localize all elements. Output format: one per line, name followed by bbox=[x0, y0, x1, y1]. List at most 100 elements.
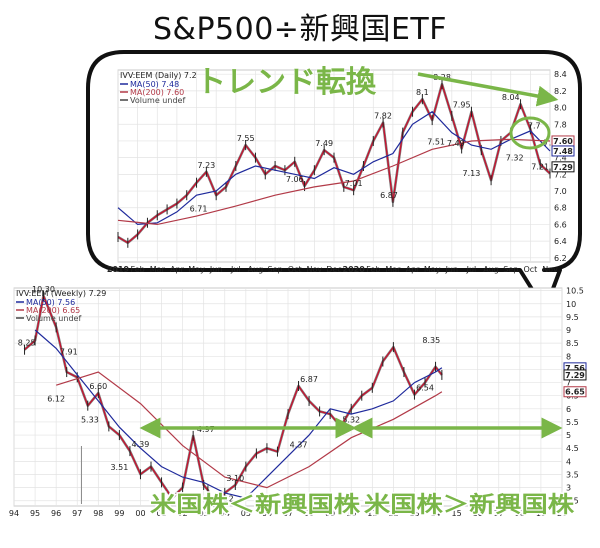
data-label: 7.7 bbox=[528, 122, 541, 131]
y-tick-label: 8 bbox=[566, 352, 571, 361]
ma200-line bbox=[56, 371, 443, 489]
value-tag-label: 6.65 bbox=[565, 388, 585, 397]
y-tick-label: 8.5 bbox=[566, 339, 579, 348]
y-tick-label: 8.2 bbox=[554, 87, 567, 96]
trend-reversal-label: トレンド転換 bbox=[196, 65, 377, 100]
value-tag bbox=[551, 161, 575, 173]
x-tick-label: 09 bbox=[325, 509, 335, 518]
x-tick-label: 04 bbox=[220, 509, 230, 518]
x-tick-label: 01 bbox=[156, 509, 166, 518]
data-label: 7.49 bbox=[447, 139, 465, 148]
data-label: 7.32 bbox=[506, 153, 524, 162]
ma50-line bbox=[34, 329, 443, 499]
data-label: 10.30 bbox=[32, 285, 55, 294]
x-tick-label: 99 bbox=[114, 509, 124, 518]
x-tick-label: 07 bbox=[283, 509, 293, 518]
legend-label: Volume undef bbox=[26, 314, 81, 323]
y-tick-label: 7.8 bbox=[554, 120, 567, 129]
x-tick-label: Oct bbox=[288, 265, 302, 274]
data-label: 8.04 bbox=[502, 93, 520, 102]
x-tick-label: Mar bbox=[385, 265, 401, 274]
value-tag-label: 7.29 bbox=[565, 371, 585, 380]
data-label: 7.21 bbox=[531, 163, 549, 172]
data-label: 7.13 bbox=[463, 169, 481, 178]
value-tag bbox=[563, 386, 587, 398]
x-tick-label: 05 bbox=[241, 509, 251, 518]
x-tick-label: Aug bbox=[248, 265, 264, 274]
data-label: 6.60 bbox=[89, 382, 107, 391]
x-tick-label: 97 bbox=[72, 509, 82, 518]
x-tick-label: Apr bbox=[406, 265, 421, 274]
y-tick-label: 6.2 bbox=[554, 254, 567, 263]
y-tick-label: 8.0 bbox=[554, 104, 567, 113]
y-tick-label: 7.2 bbox=[554, 170, 567, 179]
data-label: 6.54 bbox=[416, 384, 434, 393]
trend-circle bbox=[509, 116, 551, 150]
y-tick-label: 4.5 bbox=[566, 444, 579, 453]
value-tag bbox=[551, 145, 575, 157]
y-tick-label: 6 bbox=[566, 405, 571, 414]
x-tick-label: 00 bbox=[135, 509, 145, 518]
value-tag bbox=[563, 369, 587, 381]
y-tick-label: 8.4 bbox=[554, 70, 567, 79]
x-tick-label: 95 bbox=[30, 509, 40, 518]
data-label: 7.51 bbox=[427, 137, 445, 146]
x-tick-label: May bbox=[424, 265, 441, 274]
x-tick-label: 16 bbox=[473, 509, 483, 518]
data-label: 3.10 bbox=[226, 474, 244, 483]
period-label-left: 米国株＜新興国株 bbox=[150, 492, 361, 518]
y-tick-label: 6.4 bbox=[554, 237, 567, 246]
data-label: 5.32 bbox=[342, 416, 360, 425]
chart-daily: 6.26.46.66.87.07.27.47.67.88.08.28.42019… bbox=[107, 69, 575, 274]
x-tick-label: 13 bbox=[409, 509, 419, 518]
x-tick-label: Nov bbox=[307, 265, 323, 274]
x-tick-label: 18 bbox=[515, 509, 525, 518]
x-tick-label: Sep bbox=[503, 265, 518, 274]
y-tick-label: 2.5 bbox=[566, 497, 579, 506]
y-tick-label: 6.6 bbox=[554, 220, 567, 229]
data-label: 7.01 bbox=[345, 179, 363, 188]
data-label: 6.12 bbox=[47, 395, 65, 404]
x-tick-label: Oct bbox=[523, 265, 537, 274]
x-tick-label: Apr bbox=[170, 265, 185, 274]
x-tick-label: 14 bbox=[430, 509, 440, 518]
x-tick-label: 2019 bbox=[107, 265, 130, 274]
data-label: 4.37 bbox=[290, 441, 308, 450]
data-label: 7.91 bbox=[60, 348, 78, 357]
value-tag-label: 7.56 bbox=[565, 364, 585, 373]
x-tick-label: Aug bbox=[483, 265, 499, 274]
y-tick-label: 7 bbox=[566, 379, 571, 388]
data-label: 8.1 bbox=[416, 88, 429, 97]
y-tick-label: 6.8 bbox=[554, 204, 567, 213]
x-tick-label: 06 bbox=[262, 509, 272, 518]
data-label: 5.33 bbox=[81, 415, 99, 424]
x-tick-label: 11 bbox=[367, 509, 377, 518]
legend-label: Volume undef bbox=[130, 96, 185, 105]
chart-header: IVV:EEM (Weekly) 7.29 bbox=[16, 289, 106, 298]
data-label: 2.32 bbox=[216, 494, 234, 503]
x-tick-label: 17 bbox=[494, 509, 504, 518]
data-label: 8.25 bbox=[18, 339, 36, 348]
x-tick-label: 94 bbox=[9, 509, 19, 518]
data-label: 6.71 bbox=[190, 204, 208, 213]
data-label: 6.87 bbox=[300, 375, 318, 384]
data-label: 7.23 bbox=[197, 161, 215, 170]
ma200-line bbox=[117, 138, 551, 226]
x-tick-label: Feb bbox=[131, 265, 145, 274]
x-tick-label: Jul bbox=[230, 265, 241, 274]
data-label: 3.51 bbox=[110, 463, 128, 472]
period-label-right: 米国株＞新興国株 bbox=[364, 492, 575, 518]
value-tag-label: 7.29 bbox=[553, 163, 573, 172]
x-tick-label: Jun bbox=[445, 265, 459, 274]
chart-header: IVV:EEM (Daily) 7.2 bbox=[120, 71, 197, 80]
data-label: 7.49 bbox=[315, 139, 333, 148]
y-tick-label: 7.4 bbox=[554, 154, 567, 163]
y-tick-label: 7.0 bbox=[554, 187, 567, 196]
legend-label: MA(200) 6.65 bbox=[26, 306, 80, 315]
x-tick-label: Jun bbox=[209, 265, 223, 274]
value-tag-label: 7.48 bbox=[553, 147, 573, 156]
y-tick-label: 9 bbox=[566, 326, 571, 335]
page-title: S&P500÷新興国ETF bbox=[153, 12, 447, 47]
x-tick-label: 02 bbox=[178, 509, 188, 518]
